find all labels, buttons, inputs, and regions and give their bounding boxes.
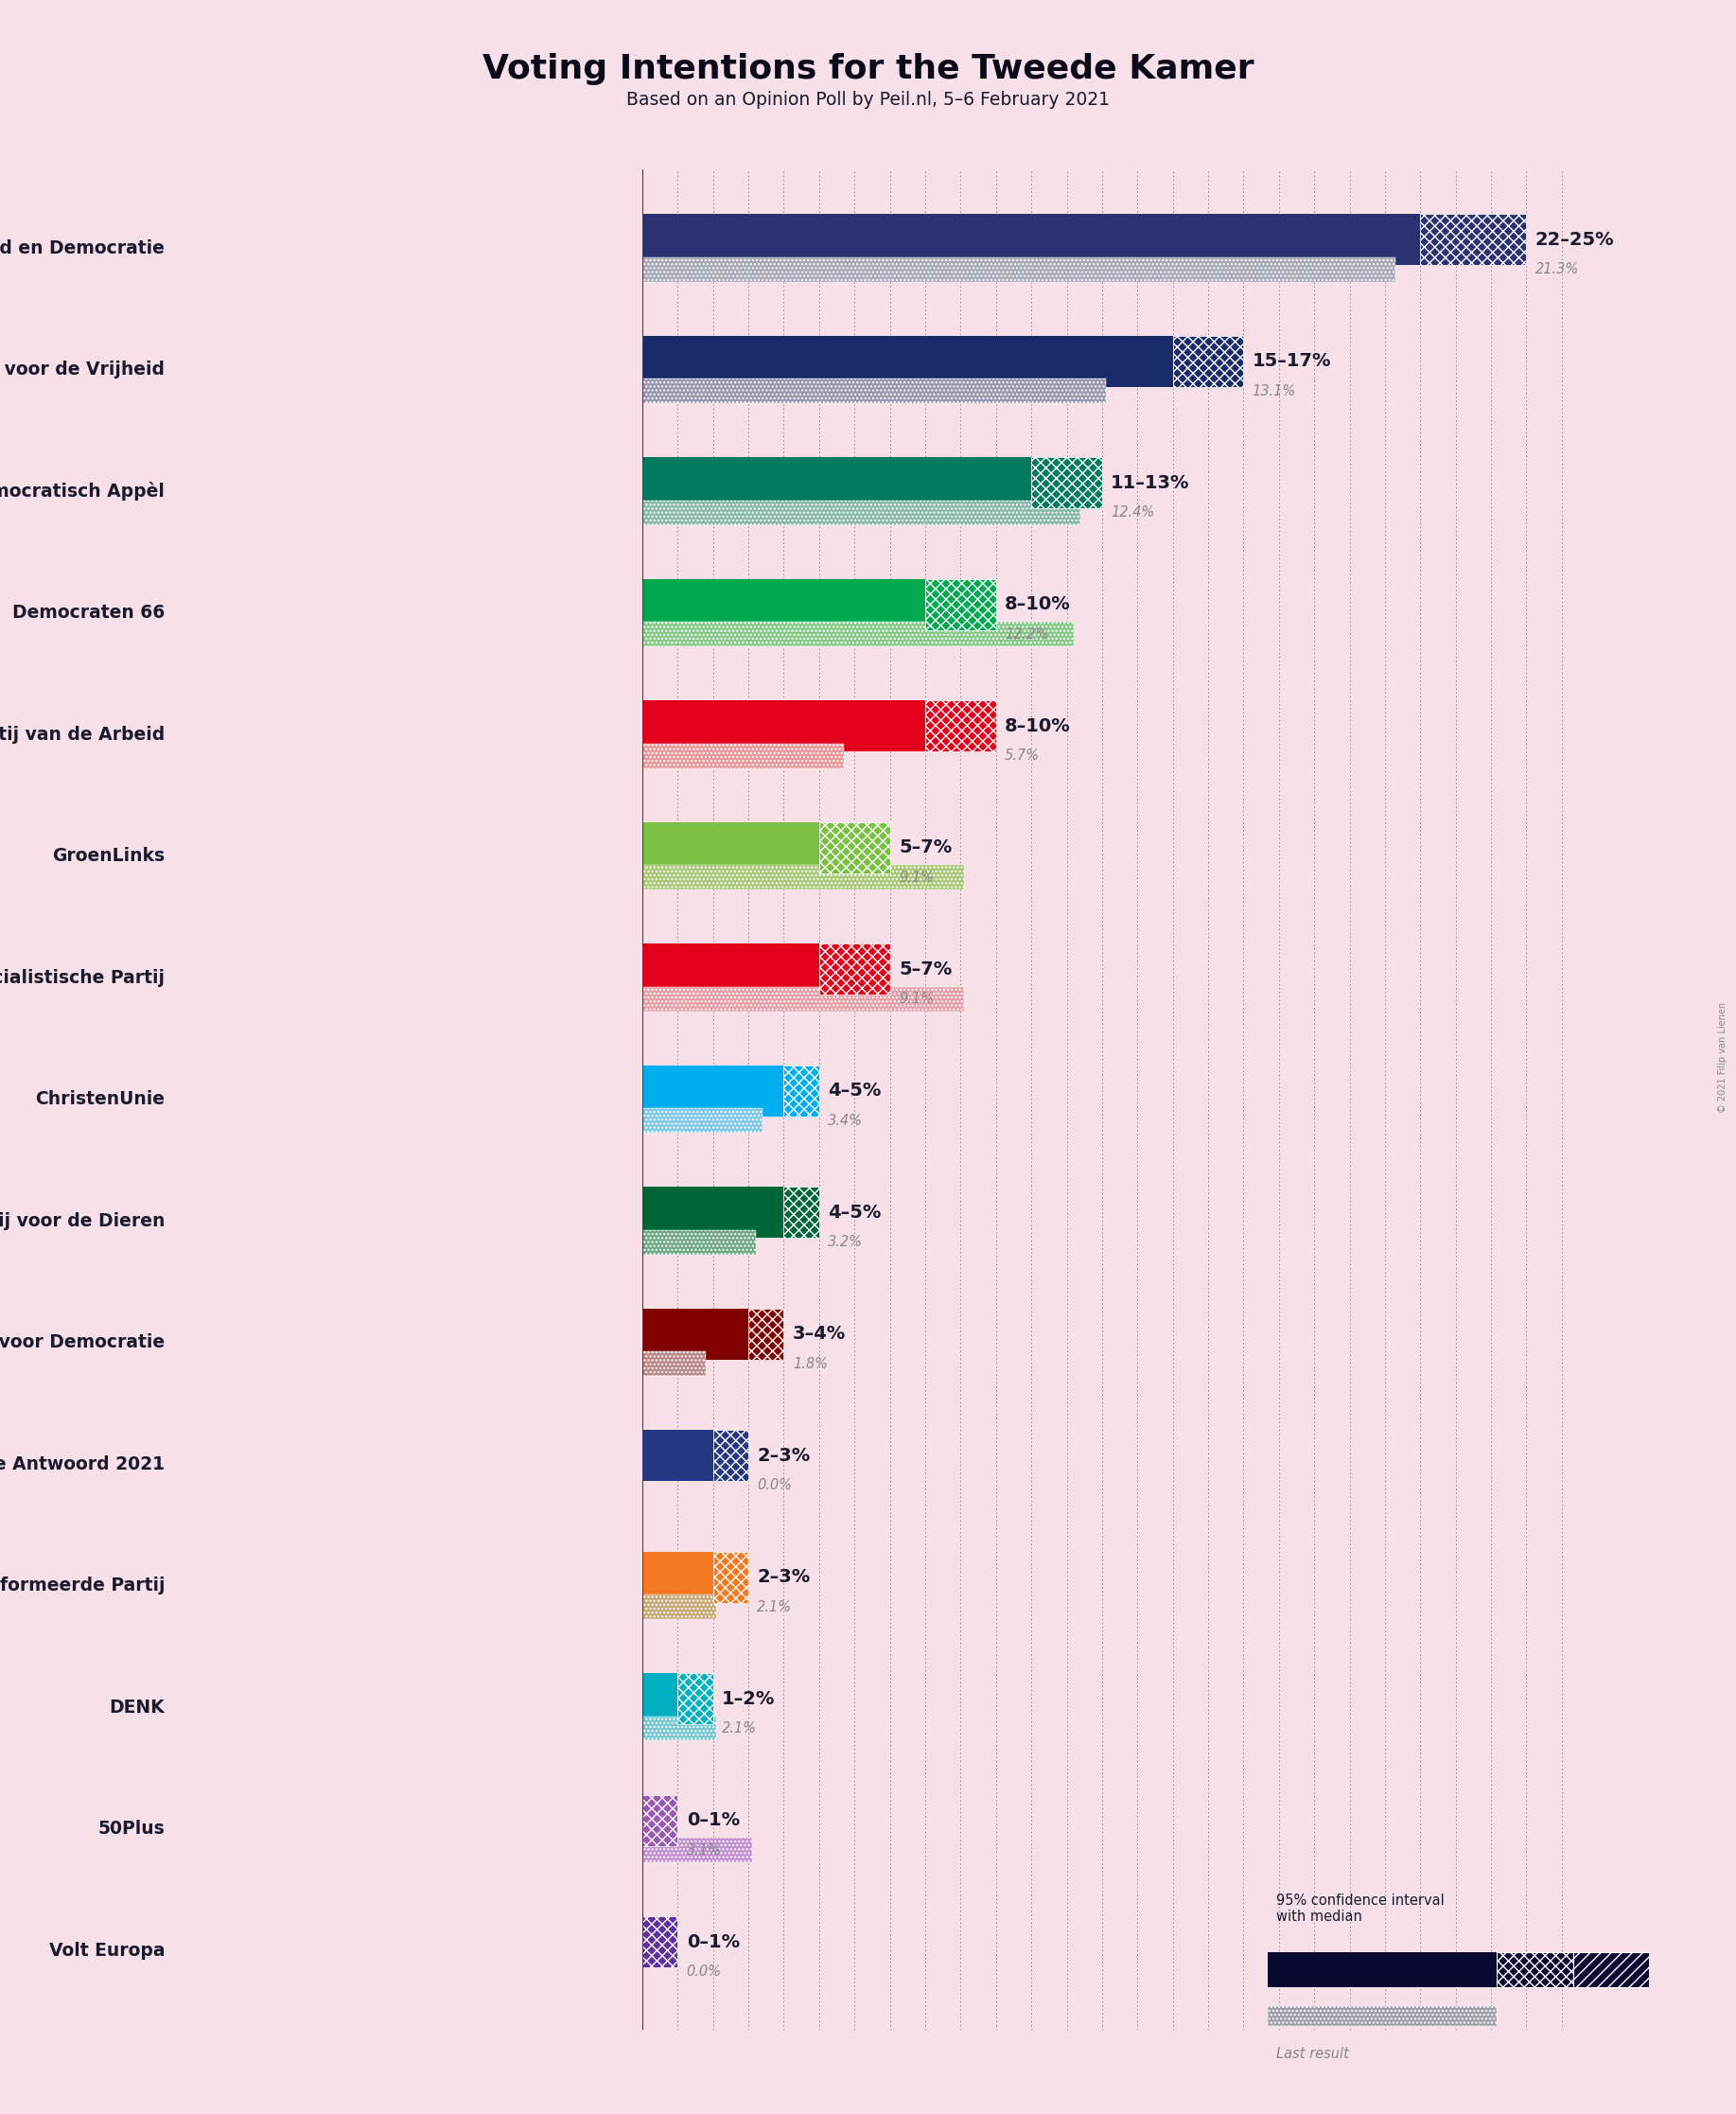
Bar: [642, 1230, 755, 1254]
Text: Volkspartij voor Vrijheid en Democratie: Volkspartij voor Vrijheid en Democratie: [0, 239, 165, 258]
Text: Democraten 66: Democraten 66: [12, 605, 165, 622]
Text: 5.7%: 5.7%: [1005, 748, 1040, 763]
Text: Based on an Opinion Poll by Peil.nl, 5–6 February 2021: Based on an Opinion Poll by Peil.nl, 5–6…: [627, 91, 1109, 110]
Text: 0–1%: 0–1%: [686, 1932, 740, 1951]
Bar: [1174, 336, 1243, 387]
Bar: [642, 1065, 783, 1116]
Bar: [642, 1309, 748, 1359]
Bar: [1496, 1951, 1573, 1987]
Text: 2.1%: 2.1%: [757, 1600, 792, 1613]
Text: 13.1%: 13.1%: [1252, 385, 1297, 397]
Text: Staatkundig Gereformeerde Partij: Staatkundig Gereformeerde Partij: [0, 1577, 165, 1594]
Bar: [642, 622, 1075, 647]
Bar: [1267, 1951, 1496, 1987]
Bar: [642, 1429, 713, 1482]
Bar: [925, 579, 996, 630]
Bar: [783, 1065, 819, 1116]
Bar: [642, 1672, 677, 1725]
Bar: [819, 822, 891, 873]
Bar: [713, 1429, 748, 1482]
Text: 15–17%: 15–17%: [1252, 353, 1332, 370]
Bar: [642, 822, 819, 873]
Text: 3–4%: 3–4%: [793, 1325, 845, 1342]
Text: Christen-Democratisch Appèl: Christen-Democratisch Appèl: [0, 482, 165, 501]
Text: 2–3%: 2–3%: [757, 1569, 811, 1586]
Bar: [642, 1717, 717, 1740]
Bar: [642, 258, 1396, 281]
Bar: [642, 457, 1031, 507]
Text: 0.0%: 0.0%: [757, 1478, 792, 1492]
Text: 11–13%: 11–13%: [1111, 474, 1189, 493]
Bar: [1573, 1951, 1649, 1987]
Bar: [642, 1351, 707, 1376]
Bar: [677, 1672, 713, 1725]
Text: © 2021 Filip van Lienen: © 2021 Filip van Lienen: [1719, 1002, 1727, 1112]
Text: 4–5%: 4–5%: [828, 1203, 882, 1222]
Text: 12.4%: 12.4%: [1111, 505, 1154, 520]
Bar: [642, 1917, 677, 1968]
Bar: [642, 987, 963, 1010]
Bar: [1267, 2006, 1496, 2025]
Text: Partij voor de Vrijheid: Partij voor de Vrijheid: [0, 361, 165, 378]
Bar: [1031, 457, 1102, 507]
Bar: [642, 1795, 677, 1846]
Bar: [748, 1309, 783, 1359]
Bar: [642, 1837, 752, 1862]
Text: Volt Europa: Volt Europa: [49, 1941, 165, 1960]
Bar: [642, 378, 1106, 404]
Text: ChristenUnie: ChristenUnie: [35, 1091, 165, 1108]
Text: Forum voor Democratie: Forum voor Democratie: [0, 1334, 165, 1351]
Bar: [819, 943, 891, 996]
Text: 50Plus: 50Plus: [97, 1820, 165, 1837]
Text: 8–10%: 8–10%: [1005, 717, 1071, 736]
Text: DENK: DENK: [109, 1698, 165, 1717]
Text: 3.4%: 3.4%: [828, 1114, 863, 1127]
Text: 3.2%: 3.2%: [828, 1235, 863, 1249]
Text: 5–7%: 5–7%: [899, 960, 951, 979]
Bar: [642, 214, 1420, 264]
Text: Last result: Last result: [1276, 2046, 1349, 2061]
Text: 0–1%: 0–1%: [686, 1812, 740, 1829]
Text: Voting Intentions for the Tweede Kamer: Voting Intentions for the Tweede Kamer: [483, 53, 1253, 85]
Bar: [642, 1186, 783, 1239]
Bar: [642, 1594, 717, 1619]
Text: 12.2%: 12.2%: [1005, 628, 1049, 641]
Text: 9.1%: 9.1%: [899, 871, 934, 884]
Text: 2–3%: 2–3%: [757, 1446, 811, 1465]
Text: GroenLinks: GroenLinks: [52, 848, 165, 865]
Bar: [642, 865, 963, 890]
Text: 0.0%: 0.0%: [686, 1964, 722, 1979]
Bar: [642, 336, 1174, 387]
Bar: [642, 579, 925, 630]
Text: Partij voor de Dieren: Partij voor de Dieren: [0, 1211, 165, 1230]
Text: 22–25%: 22–25%: [1535, 230, 1614, 249]
Text: Partij van de Arbeid: Partij van de Arbeid: [0, 725, 165, 744]
Bar: [925, 700, 996, 753]
Bar: [642, 744, 844, 767]
Text: Juiste Antwoord 2021: Juiste Antwoord 2021: [0, 1454, 165, 1473]
Text: 1.8%: 1.8%: [793, 1357, 828, 1370]
Bar: [642, 1552, 713, 1602]
Bar: [642, 943, 819, 996]
Text: 5–7%: 5–7%: [899, 839, 951, 856]
Bar: [642, 700, 925, 753]
Text: 9.1%: 9.1%: [899, 991, 934, 1006]
Text: 2.1%: 2.1%: [722, 1721, 757, 1736]
Bar: [713, 1552, 748, 1602]
Text: Socialistische Partij: Socialistische Partij: [0, 968, 165, 987]
Text: 3.1%: 3.1%: [686, 1843, 722, 1858]
Bar: [642, 501, 1082, 524]
Bar: [1420, 214, 1526, 264]
Bar: [783, 1186, 819, 1239]
Text: 21.3%: 21.3%: [1535, 262, 1580, 277]
Bar: [642, 1108, 762, 1133]
Text: 1–2%: 1–2%: [722, 1689, 776, 1708]
Text: 95% confidence interval
with median: 95% confidence interval with median: [1276, 1892, 1444, 1924]
Text: 4–5%: 4–5%: [828, 1082, 882, 1099]
Text: 8–10%: 8–10%: [1005, 596, 1071, 613]
